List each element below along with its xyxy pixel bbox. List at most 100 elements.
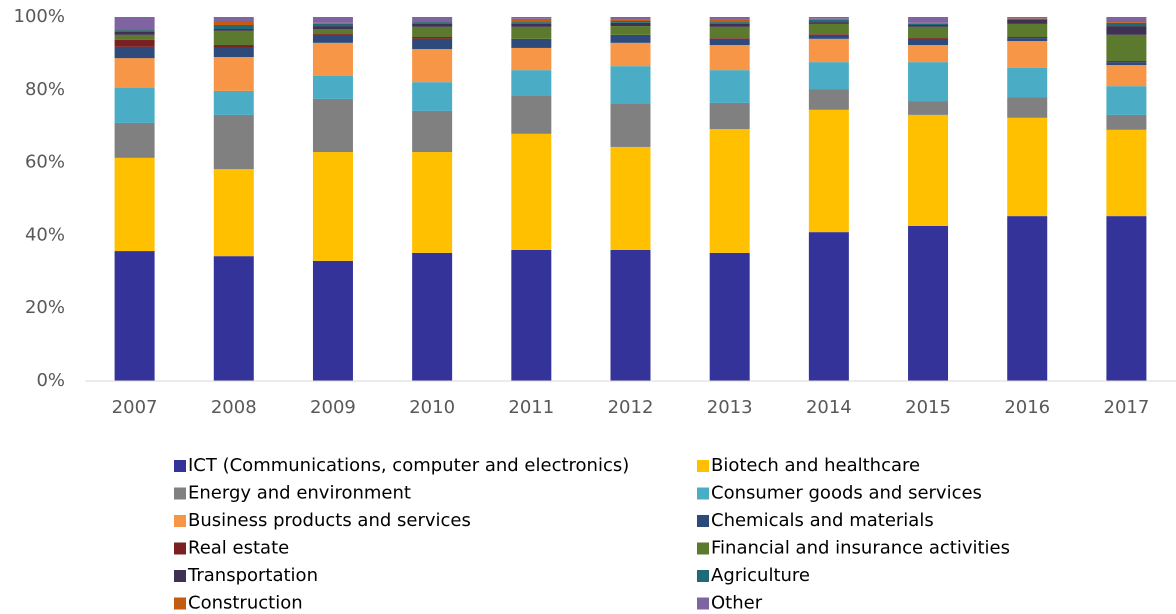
bar-segment xyxy=(511,17,552,19)
legend-label: Energy and environment xyxy=(188,483,411,504)
bar-segment xyxy=(114,17,155,30)
bar-segment xyxy=(908,225,949,381)
x-tick-label: 2013 xyxy=(707,397,753,418)
bar-segment xyxy=(412,37,453,39)
legend-swatch xyxy=(174,487,186,500)
bar-segment xyxy=(114,30,155,32)
legend-swatch xyxy=(697,597,709,610)
legend-swatch xyxy=(174,570,186,582)
bar-segment xyxy=(610,42,651,67)
legend-swatch xyxy=(174,460,186,472)
bar-segment xyxy=(1007,216,1048,381)
bar-segment xyxy=(412,23,453,27)
bar-segment xyxy=(412,49,453,83)
legend-swatch xyxy=(697,515,709,527)
bar-segment xyxy=(114,87,155,123)
bar-segment xyxy=(511,249,552,381)
bar-segment xyxy=(511,22,552,24)
bar-segment xyxy=(213,29,254,31)
bar-segment xyxy=(114,34,155,40)
bar-segment xyxy=(511,95,552,134)
bar-segment xyxy=(412,252,453,381)
bar-segment xyxy=(1007,19,1048,24)
bar-segment xyxy=(213,17,254,22)
bar-segment xyxy=(610,34,651,36)
bar-segment xyxy=(610,35,651,43)
bar-segment xyxy=(808,23,849,35)
bar-segment xyxy=(808,17,849,19)
legend-label: Biotech and healthcare xyxy=(711,455,920,476)
bar-segment xyxy=(114,58,155,88)
bar-segment xyxy=(114,39,155,47)
bar-segment xyxy=(610,103,651,147)
bar-segment xyxy=(312,34,353,36)
bar-segment xyxy=(114,46,155,59)
bar-segment xyxy=(808,109,849,233)
legend-swatch xyxy=(174,542,186,555)
legend-label: Business products and services xyxy=(188,510,471,531)
bar-segment xyxy=(908,62,949,102)
bar-segment xyxy=(1106,17,1147,22)
bar-segment xyxy=(808,22,849,24)
bar-segment xyxy=(808,19,849,23)
x-tick-label: 2016 xyxy=(1004,397,1050,418)
legend-label: ICT (Communications, computer and electr… xyxy=(188,455,629,476)
legend-swatch xyxy=(174,597,186,610)
bar-segment xyxy=(1106,61,1147,63)
y-tick-label: 100% xyxy=(14,6,65,27)
legend-swatch xyxy=(697,460,709,472)
bar-segment xyxy=(1007,97,1048,118)
bar-segment xyxy=(1007,23,1048,38)
bar-segment xyxy=(610,22,651,27)
bar-segment xyxy=(709,45,750,71)
bar-segment xyxy=(312,75,353,99)
legend-label: Consumer goods and services xyxy=(711,483,982,504)
x-tick-label: 2012 xyxy=(608,397,654,418)
bar-segment xyxy=(412,26,453,38)
legend-swatch xyxy=(697,487,709,500)
bar-segment xyxy=(1007,17,1048,19)
x-tick-label: 2011 xyxy=(508,397,554,418)
bar-segment xyxy=(709,19,750,23)
bar-segment xyxy=(808,34,849,35)
x-tick-label: 2015 xyxy=(905,397,951,418)
y-tick-label: 40% xyxy=(25,224,65,245)
bar-segment xyxy=(312,35,353,43)
bar-segment xyxy=(610,21,651,23)
bar-segment xyxy=(610,249,651,381)
bar-segment xyxy=(808,18,849,20)
bar-segment xyxy=(610,17,651,20)
bar-segment xyxy=(709,23,750,27)
bar-segment xyxy=(808,89,849,110)
x-tick-label: 2014 xyxy=(806,397,852,418)
bar-segment xyxy=(709,26,750,39)
bar-segment xyxy=(1106,114,1147,130)
bar-segment xyxy=(213,25,254,30)
legend-label: Other xyxy=(711,593,763,614)
bar-segment xyxy=(114,157,155,252)
legend-swatch xyxy=(697,542,709,555)
bar-segment xyxy=(1007,67,1048,98)
legend-label: Construction xyxy=(188,593,303,614)
bar-segment xyxy=(908,25,949,27)
bar-segment xyxy=(412,17,453,22)
bar-segment xyxy=(908,114,949,226)
bar-segment xyxy=(412,38,453,50)
bar-segment xyxy=(908,45,949,63)
bar-segment xyxy=(1106,86,1147,115)
bar-segment xyxy=(908,101,949,115)
bar-segment xyxy=(808,232,849,381)
bar-segment xyxy=(312,26,353,30)
bar-segment xyxy=(114,29,155,31)
bar-segment xyxy=(114,122,155,158)
bar-segment xyxy=(511,23,552,27)
bar-segment xyxy=(114,251,155,381)
bar-segment xyxy=(312,23,353,27)
bar-segment xyxy=(213,256,254,381)
bar-segment xyxy=(908,23,949,26)
bar-segment xyxy=(511,70,552,96)
bar-segment xyxy=(412,21,453,23)
legend-label: Agriculture xyxy=(711,565,810,586)
bar-segment xyxy=(511,47,552,71)
